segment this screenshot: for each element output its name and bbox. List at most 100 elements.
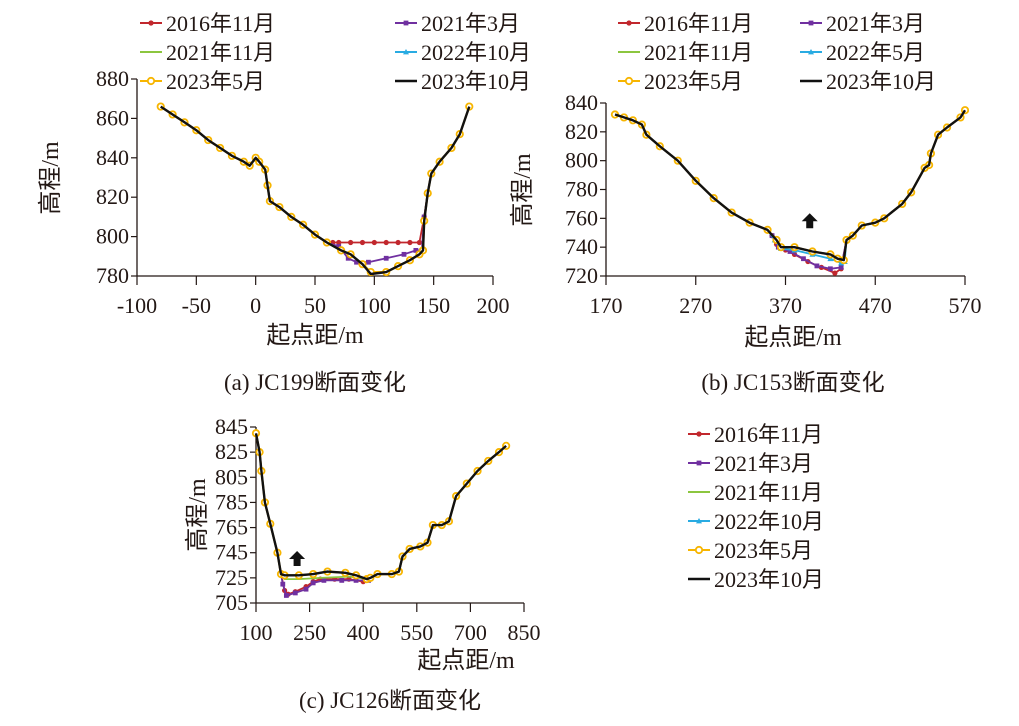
legend-label: 2021年3月 (826, 11, 925, 36)
legend-marker (403, 20, 409, 26)
y-tick-label: 745 (215, 540, 248, 565)
data-point (310, 580, 316, 586)
legend-marker (626, 20, 632, 26)
legend-item: 2023年10月 (395, 69, 531, 94)
legend-marker (696, 518, 702, 524)
legend-item: 2022年5月 (800, 40, 925, 65)
y-tick-label: 765 (215, 515, 248, 540)
data-point (416, 239, 423, 246)
legend-item: 2023年5月 (688, 538, 813, 563)
y-tick-label: 845 (215, 414, 248, 439)
chart-0: 780 800 820 840 860 880 -100 -50 0 50 100 150 200 高程/… (37, 11, 531, 395)
x-tick-label: 270 (679, 293, 712, 318)
chart-1: 720 740 760 780 800 820 840 170 270 370 470 570 高程/m… (509, 11, 982, 395)
data-point (383, 239, 389, 246)
y-tick-label: 800 (96, 224, 129, 249)
data-point (280, 581, 286, 587)
legend-item: 2023年10月 (688, 567, 824, 592)
legend-item: 2016年11月 (688, 422, 823, 447)
x-tick-label: 570 (949, 293, 982, 318)
y-tick-label: 725 (215, 565, 248, 590)
series-2021年11月 (614, 109, 966, 261)
y-tick-label: 760 (565, 205, 598, 230)
series-2023年5月 (251, 429, 511, 584)
data-point (801, 256, 806, 262)
y-tick-label: 780 (565, 177, 598, 202)
y-tick-label: 780 (96, 263, 129, 288)
x-tick-label: 550 (400, 620, 433, 645)
chart-caption: (c) JC126断面变化 (299, 688, 481, 713)
series-2023年10月 (160, 105, 471, 276)
series-2023年10月 (254, 433, 507, 581)
legend-marker (146, 76, 156, 86)
x-tick-label: 470 (859, 293, 892, 318)
y-tick-label: 800 (565, 148, 598, 173)
series-2023年5月 (156, 102, 474, 277)
legend-item: 2016年11月 (618, 11, 753, 36)
y-tick-label: 825 (215, 439, 248, 464)
x-tick-label: -100 (117, 293, 157, 318)
y-axis-label: 高程/m (184, 478, 211, 552)
legend-marker (808, 20, 814, 26)
x-tick-label: 170 (590, 293, 623, 318)
data-point (336, 239, 342, 246)
series-line (614, 109, 966, 264)
legend-marker (696, 431, 702, 437)
legend-label: 2021年11月 (166, 40, 275, 65)
legend-label: 2023年5月 (166, 69, 265, 94)
data-point (339, 577, 345, 583)
data-point (401, 251, 407, 257)
x-tick-label: 0 (250, 293, 261, 318)
data-point (354, 259, 359, 265)
y-axis-label: 高程/m (37, 141, 64, 215)
series-2016年11月 (253, 430, 509, 597)
legend-label: 2016年11月 (714, 422, 823, 447)
legend-label: 2021年3月 (714, 451, 813, 476)
y-axis-label: 高程/m (509, 153, 536, 227)
legend-marker (808, 49, 814, 55)
data-point (832, 270, 838, 276)
arrow-up-icon (289, 551, 306, 566)
legend-item: 2021年3月 (800, 11, 925, 36)
x-tick-label: -50 (182, 293, 211, 318)
x-tick-label: 700 (454, 620, 487, 645)
series-line (255, 433, 507, 596)
legend-item: 2021年11月 (618, 40, 753, 65)
x-tick-label: 250 (293, 620, 326, 645)
data-point (336, 244, 342, 249)
legend-item: 2022年10月 (395, 40, 531, 65)
data-point (292, 590, 298, 596)
legend-marker (624, 76, 634, 86)
data-point (359, 239, 366, 246)
y-tick-label: 820 (565, 119, 598, 144)
data-point (814, 263, 820, 269)
data-point (383, 255, 389, 261)
data-point (407, 239, 413, 246)
data-point (348, 239, 354, 246)
series-line (255, 433, 507, 597)
series-line (614, 109, 967, 262)
legend-item: 2023年5月 (140, 69, 265, 94)
series-line (254, 433, 507, 581)
legend-label: 2021年11月 (714, 480, 823, 505)
legend-marker (403, 49, 409, 55)
legend-marker (148, 20, 154, 26)
series-line (614, 109, 966, 262)
series-line (160, 105, 471, 276)
arrow-up-icon (801, 213, 818, 229)
legend-label: 2021年3月 (421, 11, 520, 36)
x-axis-label: 起点距/m (744, 324, 842, 351)
x-tick-label: 100 (358, 293, 391, 318)
legend-marker (696, 460, 702, 466)
y-tick-label: 860 (96, 105, 129, 130)
data-point (787, 249, 793, 254)
x-axis-label: 起点距/m (417, 647, 515, 674)
legend-item: 2021年11月 (688, 480, 823, 505)
legend-item: 2022年10月 (688, 509, 824, 534)
x-tick-label: 400 (347, 620, 380, 645)
x-axis-label: 起点距/m (266, 322, 364, 349)
legend-item: 2016年11月 (140, 11, 275, 36)
y-tick-label: 805 (215, 464, 248, 489)
legend-label: 2016年11月 (644, 11, 753, 36)
data-point (345, 255, 351, 261)
